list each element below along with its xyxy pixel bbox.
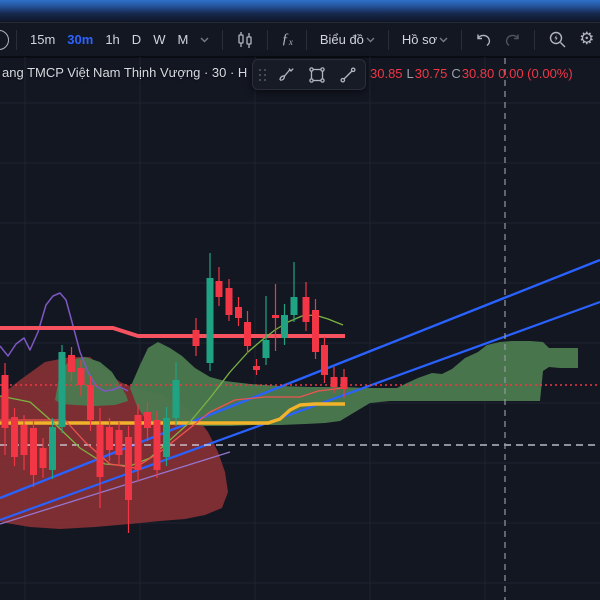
high-value: 30.85 bbox=[370, 66, 403, 81]
thick-red-level-line[interactable] bbox=[0, 326, 345, 338]
green-ma-line[interactable] bbox=[0, 314, 344, 467]
chart-menu[interactable]: Biểu đồ bbox=[314, 28, 381, 51]
quick-search-icon[interactable] bbox=[542, 26, 573, 53]
main-toolbar: 15m 30m 1h D W M ƒx Biểu đồ Hồ sơ bbox=[0, 22, 600, 58]
timeframe-1h[interactable]: 1h bbox=[105, 32, 120, 47]
divider bbox=[534, 29, 536, 50]
profile-menu[interactable]: Hồ sơ bbox=[396, 28, 454, 51]
close-label: C bbox=[451, 66, 461, 81]
change-value: 0.00 (0.00%) bbox=[498, 66, 573, 81]
timeframe-m[interactable]: M bbox=[177, 32, 189, 47]
violet-trendline[interactable] bbox=[0, 451, 231, 525]
divider bbox=[387, 29, 389, 50]
candles bbox=[1, 253, 348, 533]
orange-level-line[interactable] bbox=[0, 402, 345, 425]
purple-indicator-line[interactable] bbox=[0, 292, 129, 392]
symbol-title[interactable]: ang TMCP Việt Nam Thịnh Vượng · 30 · H bbox=[2, 65, 248, 80]
chevron-down-icon bbox=[439, 37, 448, 43]
chart-menu-label: Biểu đồ bbox=[319, 32, 364, 47]
indicators-fx-icon[interactable]: ƒx bbox=[281, 31, 293, 47]
candlestick-style-icon[interactable] bbox=[230, 27, 260, 53]
brush-tool-icon[interactable] bbox=[273, 63, 298, 87]
drag-handle[interactable] bbox=[258, 67, 267, 83]
close-value: 30.80 bbox=[461, 66, 495, 81]
divider bbox=[461, 29, 463, 50]
timeframe-d[interactable]: D bbox=[131, 32, 142, 47]
rectangle-tool-icon[interactable] bbox=[304, 63, 329, 87]
profile-menu-label: Hồ sơ bbox=[401, 32, 438, 47]
low-label: L bbox=[406, 66, 414, 81]
floating-drawing-toolbar bbox=[252, 59, 366, 90]
ohlc-readout: 30.85 L30.75 C30.80 0.00 (0.00%) bbox=[370, 66, 577, 81]
partial-circle-icon[interactable] bbox=[0, 29, 9, 50]
divider bbox=[16, 29, 17, 50]
chart-area: ang TMCP Việt Nam Thịnh Vượng · 30 · H 3… bbox=[0, 57, 600, 600]
trendline-tool-icon[interactable] bbox=[335, 63, 360, 87]
undo-icon[interactable] bbox=[469, 29, 498, 51]
timeframe-15m[interactable]: 15m bbox=[30, 32, 56, 47]
timeframe-30m[interactable]: 30m bbox=[67, 32, 94, 47]
low-value: 30.75 bbox=[414, 66, 448, 81]
timeframe-dropdown-chevron-icon[interactable] bbox=[194, 33, 215, 47]
timeframe-w[interactable]: W bbox=[153, 32, 166, 47]
divider bbox=[222, 29, 224, 50]
toolbar-right-group: ⚙ bbox=[527, 26, 600, 53]
divider bbox=[267, 29, 269, 50]
bullish-cloud bbox=[130, 341, 578, 426]
redo-icon[interactable] bbox=[498, 29, 527, 51]
divider bbox=[305, 29, 307, 50]
settings-gear-icon[interactable]: ⚙ bbox=[579, 29, 595, 49]
red-ma-line[interactable] bbox=[0, 387, 344, 469]
price-chart-canvas[interactable] bbox=[0, 57, 600, 600]
browser-top-strip bbox=[0, 0, 600, 22]
chevron-down-icon bbox=[366, 37, 375, 43]
